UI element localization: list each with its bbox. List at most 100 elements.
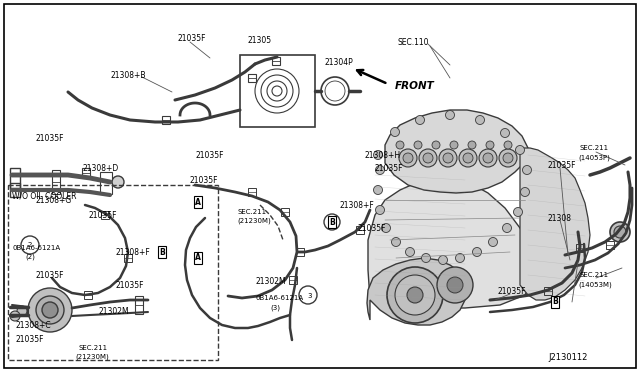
Circle shape (432, 141, 440, 149)
Text: 21035F: 21035F (358, 224, 387, 232)
Text: 21302M: 21302M (255, 278, 285, 286)
Polygon shape (385, 110, 528, 193)
Circle shape (502, 224, 511, 232)
Circle shape (396, 141, 404, 149)
Text: 21308+C: 21308+C (15, 321, 51, 330)
Bar (272, 57, 280, 65)
Text: 21302M: 21302M (98, 308, 129, 317)
Circle shape (447, 277, 463, 293)
Text: SEC.211: SEC.211 (580, 145, 609, 151)
Text: SEC.110: SEC.110 (398, 38, 429, 46)
Text: 21035F: 21035F (190, 176, 218, 185)
Circle shape (468, 141, 476, 149)
Circle shape (376, 205, 385, 215)
Circle shape (406, 247, 415, 257)
Text: W/O OIL COOLER: W/O OIL COOLER (12, 192, 77, 201)
Bar (52, 170, 60, 194)
Text: 21308+H: 21308+H (365, 151, 401, 160)
Bar (100, 172, 112, 194)
Circle shape (407, 287, 423, 303)
Text: 21035F: 21035F (88, 211, 116, 219)
Circle shape (36, 296, 64, 324)
Circle shape (503, 153, 513, 163)
Bar (8, 185, 218, 360)
Bar (10, 183, 20, 197)
Bar (84, 291, 92, 299)
Circle shape (439, 149, 457, 167)
Circle shape (395, 275, 435, 315)
Circle shape (324, 214, 340, 230)
Text: B: B (159, 247, 165, 257)
Text: B: B (552, 298, 558, 307)
Circle shape (374, 151, 383, 160)
Text: 21308: 21308 (548, 214, 572, 222)
Circle shape (443, 153, 453, 163)
Text: 21035F: 21035F (548, 160, 577, 170)
Circle shape (483, 153, 493, 163)
Bar (296, 248, 304, 256)
Text: 21035F: 21035F (178, 33, 207, 42)
Polygon shape (368, 178, 535, 308)
Bar (576, 244, 584, 252)
Circle shape (28, 288, 72, 332)
Circle shape (459, 149, 477, 167)
Bar (356, 226, 364, 234)
Circle shape (476, 115, 484, 125)
Circle shape (17, 306, 27, 316)
Circle shape (463, 153, 473, 163)
Circle shape (112, 176, 124, 188)
Circle shape (399, 149, 417, 167)
Bar (135, 296, 143, 314)
Circle shape (374, 186, 383, 195)
Circle shape (522, 166, 531, 174)
Text: 21035F: 21035F (498, 288, 527, 296)
Text: 21308+F: 21308+F (115, 247, 150, 257)
Text: A: A (195, 253, 201, 263)
Circle shape (450, 141, 458, 149)
Text: 21035F: 21035F (195, 151, 223, 160)
Circle shape (472, 247, 481, 257)
Text: 21035F: 21035F (15, 336, 44, 344)
Text: (2): (2) (25, 254, 35, 260)
Text: A: A (195, 198, 201, 206)
Bar (248, 74, 256, 82)
Text: 21308+D: 21308+D (82, 164, 118, 173)
Text: 21308+B: 21308+B (110, 71, 145, 80)
Polygon shape (520, 148, 590, 300)
Text: 2: 2 (28, 242, 32, 248)
Text: 0B1A6-6121A: 0B1A6-6121A (255, 295, 303, 301)
Circle shape (520, 187, 529, 196)
Text: 21035F: 21035F (375, 164, 403, 173)
Circle shape (299, 286, 317, 304)
Circle shape (403, 153, 413, 163)
Text: FRONT: FRONT (395, 81, 435, 91)
Circle shape (10, 311, 20, 321)
Bar (124, 254, 132, 262)
Text: (21230M): (21230M) (237, 218, 271, 224)
Text: 21308+F: 21308+F (340, 201, 375, 209)
Bar (544, 287, 552, 295)
Bar (289, 276, 297, 284)
Circle shape (479, 149, 497, 167)
Circle shape (488, 237, 497, 247)
Circle shape (414, 141, 422, 149)
Circle shape (504, 141, 512, 149)
Circle shape (486, 141, 494, 149)
Bar (606, 241, 614, 249)
Text: 0B1A6-6121A: 0B1A6-6121A (12, 245, 60, 251)
Circle shape (423, 153, 433, 163)
Text: 21305: 21305 (248, 35, 272, 45)
Circle shape (500, 128, 509, 138)
Bar (281, 208, 289, 216)
Text: 21035F: 21035F (35, 270, 63, 279)
Text: 21035F: 21035F (35, 134, 63, 142)
Circle shape (515, 145, 525, 154)
Circle shape (422, 253, 431, 263)
Text: (21230M): (21230M) (75, 354, 109, 360)
Text: 3: 3 (308, 293, 312, 299)
Circle shape (387, 267, 443, 323)
Circle shape (381, 224, 390, 232)
Circle shape (614, 226, 626, 238)
Circle shape (415, 115, 424, 125)
Circle shape (610, 222, 630, 242)
